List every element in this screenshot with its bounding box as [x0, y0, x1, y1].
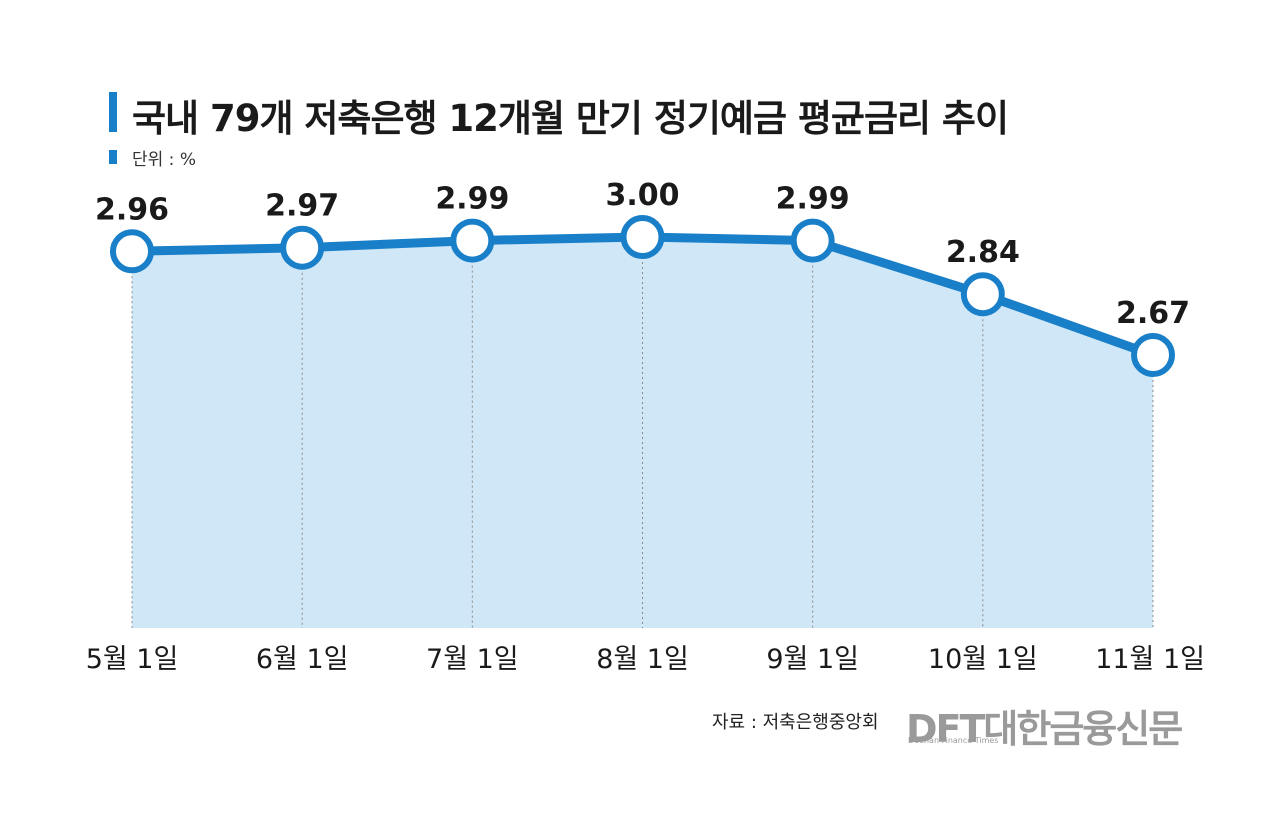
data-point: [620, 215, 665, 259]
data-point: [1131, 333, 1175, 377]
x-tick-label: 5월 1일: [86, 644, 179, 675]
data-label: 2.67: [1116, 296, 1190, 331]
x-tick-label: 8월 1일: [596, 644, 689, 675]
x-tick-label: 11월 1일: [1095, 644, 1205, 675]
data-point: [790, 218, 835, 263]
data-point: [450, 218, 495, 263]
unit-accent-bar: [109, 150, 117, 164]
title-accent-bar: [109, 92, 117, 132]
data-point: [110, 229, 154, 274]
x-tick-label: 6월 1일: [256, 644, 349, 675]
logo-subtitle: Daehan Finance Times: [908, 736, 999, 745]
data-label: 2.99: [776, 182, 850, 217]
logo-wordmark: DFT대한금융신문: [906, 707, 1183, 751]
data-label: 2.99: [435, 182, 509, 217]
chart-title: 국내 79개 저축은행 12개월 만기 정기예금 평균금리 추이: [132, 97, 1009, 140]
data-label: 3.00: [605, 178, 679, 213]
data-label: 2.96: [95, 192, 169, 227]
data-point: [960, 272, 1005, 317]
unit-label: 단위 : %: [132, 150, 196, 170]
x-tick-label: 9월 1일: [766, 644, 859, 675]
source-note: 자료 : 저축은행중앙회: [712, 712, 879, 733]
publisher-logo: DFT대한금융신문 Daehan Finance Times: [906, 698, 1206, 751]
x-tick-label: 7월 1일: [426, 644, 519, 675]
data-label: 2.84: [946, 235, 1020, 270]
x-tick-label: 10월 1일: [928, 644, 1038, 675]
data-point: [280, 225, 325, 270]
data-label: 2.97: [265, 189, 339, 224]
